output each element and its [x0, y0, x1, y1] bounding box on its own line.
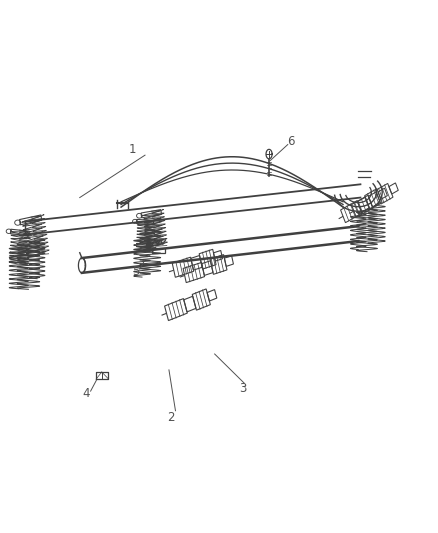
Text: 4: 4 [82, 387, 90, 400]
Text: 3: 3 [239, 382, 247, 395]
Text: 6: 6 [287, 135, 295, 148]
Text: 2: 2 [167, 411, 175, 424]
Text: 5: 5 [133, 265, 140, 278]
Text: 1: 1 [128, 143, 136, 156]
